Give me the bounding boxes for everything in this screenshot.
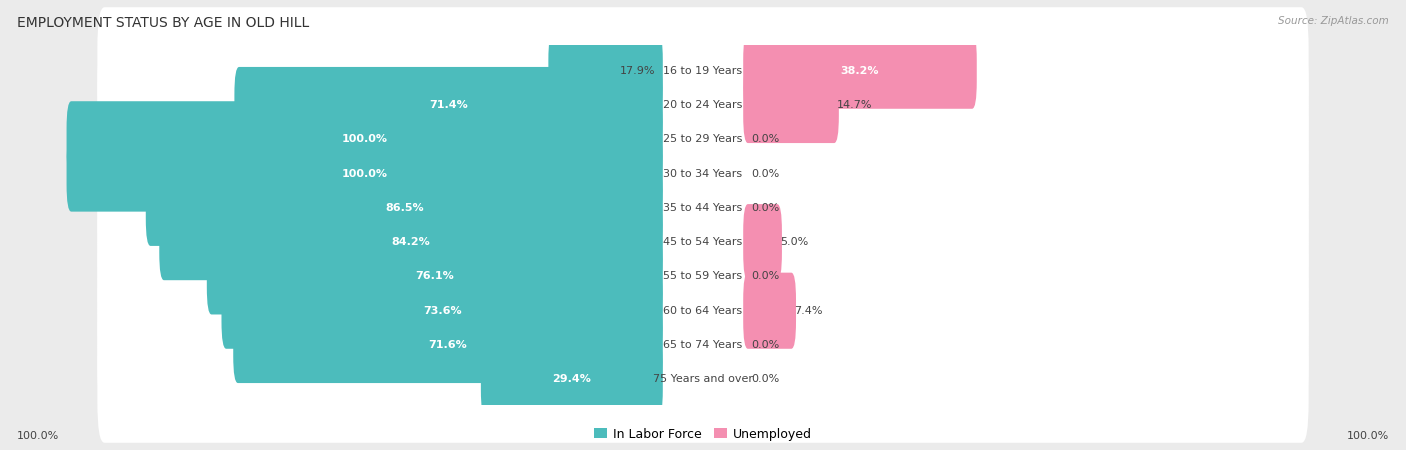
Text: 55 to 59 Years: 55 to 59 Years	[664, 271, 742, 281]
Text: 100.0%: 100.0%	[342, 134, 388, 144]
FancyBboxPatch shape	[222, 273, 662, 349]
Text: 71.4%: 71.4%	[429, 100, 468, 110]
FancyBboxPatch shape	[207, 238, 662, 315]
Text: 20 to 24 Years: 20 to 24 Years	[664, 100, 742, 110]
Text: 100.0%: 100.0%	[1347, 431, 1389, 441]
Text: 7.4%: 7.4%	[794, 306, 823, 316]
Text: 73.6%: 73.6%	[423, 306, 461, 316]
FancyBboxPatch shape	[97, 213, 1309, 340]
Text: 100.0%: 100.0%	[17, 431, 59, 441]
Text: 29.4%: 29.4%	[553, 374, 592, 384]
Text: 25 to 29 Years: 25 to 29 Years	[664, 134, 742, 144]
FancyBboxPatch shape	[744, 204, 782, 280]
Text: 60 to 64 Years: 60 to 64 Years	[664, 306, 742, 316]
Text: 0.0%: 0.0%	[751, 271, 779, 281]
Text: 86.5%: 86.5%	[385, 203, 423, 213]
FancyBboxPatch shape	[159, 204, 662, 280]
Text: Source: ZipAtlas.com: Source: ZipAtlas.com	[1278, 16, 1389, 26]
FancyBboxPatch shape	[744, 67, 839, 143]
Text: 0.0%: 0.0%	[751, 374, 779, 384]
FancyBboxPatch shape	[97, 316, 1309, 443]
FancyBboxPatch shape	[97, 179, 1309, 306]
FancyBboxPatch shape	[548, 33, 662, 109]
FancyBboxPatch shape	[97, 247, 1309, 374]
FancyBboxPatch shape	[744, 33, 977, 109]
FancyBboxPatch shape	[235, 67, 662, 143]
Text: 0.0%: 0.0%	[751, 203, 779, 213]
Text: 38.2%: 38.2%	[841, 66, 879, 76]
Text: 5.0%: 5.0%	[780, 237, 808, 247]
Text: 30 to 34 Years: 30 to 34 Years	[664, 169, 742, 179]
FancyBboxPatch shape	[97, 110, 1309, 237]
FancyBboxPatch shape	[66, 101, 662, 177]
Legend: In Labor Force, Unemployed: In Labor Force, Unemployed	[589, 423, 817, 446]
Text: 17.9%: 17.9%	[620, 66, 655, 76]
FancyBboxPatch shape	[146, 170, 662, 246]
Text: EMPLOYMENT STATUS BY AGE IN OLD HILL: EMPLOYMENT STATUS BY AGE IN OLD HILL	[17, 16, 309, 30]
FancyBboxPatch shape	[744, 273, 796, 349]
Text: 0.0%: 0.0%	[751, 169, 779, 179]
Text: 100.0%: 100.0%	[342, 169, 388, 179]
FancyBboxPatch shape	[481, 341, 662, 417]
FancyBboxPatch shape	[97, 282, 1309, 409]
Text: 0.0%: 0.0%	[751, 340, 779, 350]
Text: 14.7%: 14.7%	[837, 100, 873, 110]
Text: 65 to 74 Years: 65 to 74 Years	[664, 340, 742, 350]
Text: 45 to 54 Years: 45 to 54 Years	[664, 237, 742, 247]
FancyBboxPatch shape	[97, 76, 1309, 203]
FancyBboxPatch shape	[97, 144, 1309, 271]
Text: 0.0%: 0.0%	[751, 134, 779, 144]
Text: 75 Years and over: 75 Years and over	[652, 374, 754, 384]
FancyBboxPatch shape	[97, 41, 1309, 168]
Text: 84.2%: 84.2%	[392, 237, 430, 247]
FancyBboxPatch shape	[97, 7, 1309, 134]
Text: 76.1%: 76.1%	[415, 271, 454, 281]
Text: 16 to 19 Years: 16 to 19 Years	[664, 66, 742, 76]
FancyBboxPatch shape	[233, 307, 662, 383]
FancyBboxPatch shape	[66, 135, 662, 212]
Text: 71.6%: 71.6%	[429, 340, 467, 350]
Text: 35 to 44 Years: 35 to 44 Years	[664, 203, 742, 213]
